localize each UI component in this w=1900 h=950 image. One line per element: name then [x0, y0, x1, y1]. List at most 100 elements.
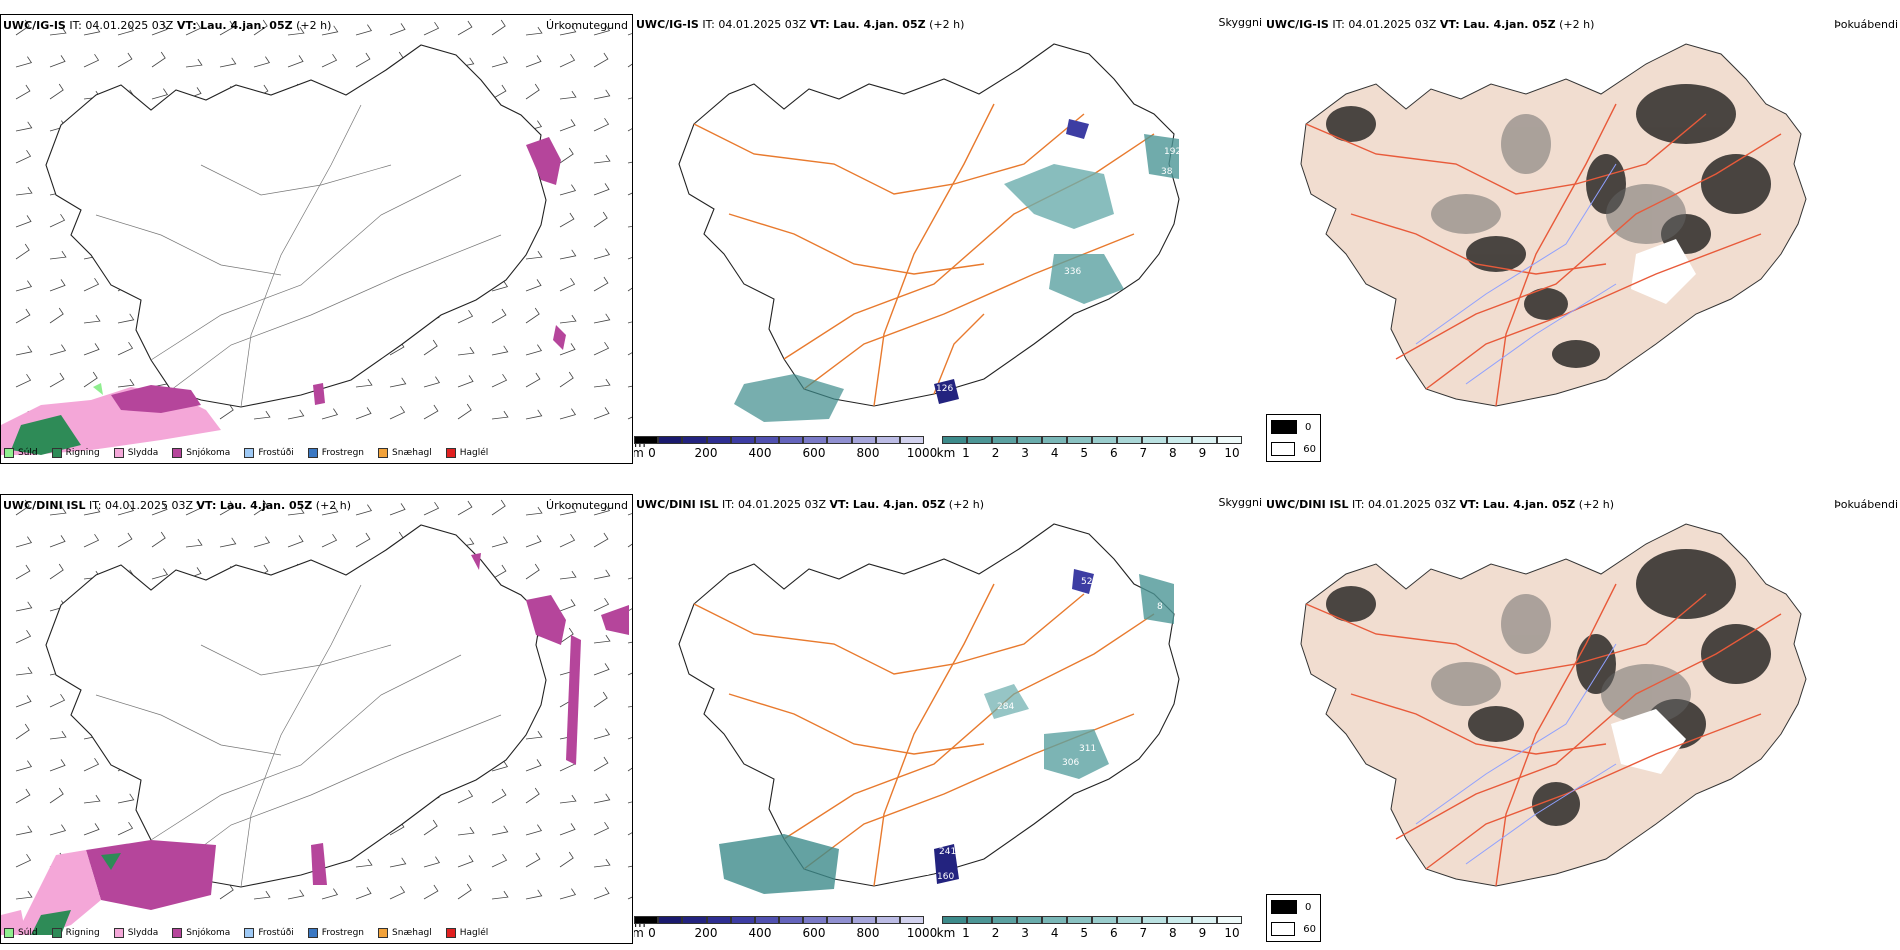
wind-barb — [185, 21, 202, 36]
wind-barb — [593, 89, 611, 100]
legend-item-6: Snæhagl — [378, 928, 432, 938]
wind-barb — [559, 249, 577, 260]
colorbar-tick: 600 — [802, 926, 826, 940]
wind-barb — [525, 55, 542, 68]
legend-label: Haglél — [459, 928, 489, 938]
colorbar-segment — [658, 916, 683, 924]
colorbar-segment — [899, 436, 925, 444]
wind-barb — [559, 25, 577, 36]
colorbar-tick: 5 — [1080, 926, 1089, 940]
wind-barb — [185, 501, 202, 516]
colorbar-segment — [779, 436, 804, 444]
colorbar-segment — [1042, 436, 1067, 444]
wind-barb — [15, 19, 30, 36]
legend-swatch — [307, 448, 318, 458]
wind-barb — [627, 543, 632, 548]
wind-barb — [457, 883, 472, 900]
wind-barb — [559, 599, 576, 612]
wind-barb — [457, 20, 473, 36]
ceiling-label-bottom-8: 160 — [937, 872, 954, 882]
wind-barb — [491, 308, 507, 324]
wind-barb — [423, 856, 441, 868]
colorbar-tick: 600 — [802, 446, 826, 460]
wind-barb — [15, 186, 33, 196]
wind-barb — [525, 889, 543, 900]
colorbar-segment — [1017, 916, 1042, 924]
wind-barb — [491, 499, 506, 516]
colorbar-segment — [803, 436, 828, 444]
colorbar-tick: 6 — [1109, 446, 1118, 460]
wind-barb — [525, 506, 543, 516]
wind-barb — [321, 408, 339, 420]
wind-barb — [15, 84, 31, 100]
colorbar-tick: 400 — [748, 926, 772, 940]
legend-item-5: Frostregn — [307, 928, 365, 938]
wind-barb — [559, 505, 577, 516]
wind-barb — [593, 793, 611, 804]
wind-barb — [559, 277, 576, 292]
colorbar-unit: m — [634, 446, 644, 460]
wind-barb — [559, 314, 577, 324]
wind-barb — [219, 500, 235, 516]
wind-barb — [627, 865, 632, 868]
wind-barb — [491, 84, 507, 100]
legend-item-6: Snæhagl — [378, 448, 432, 458]
wind-barb — [15, 629, 32, 644]
wind-barb — [627, 706, 632, 708]
precip-panel-top: UWC/IG-IS IT: 04.01.2025 03Z VT: Lau. 4.… — [0, 14, 633, 464]
wind-barb — [117, 504, 135, 516]
wind-barb — [423, 339, 438, 356]
wind-barb — [219, 883, 234, 900]
wind-barb — [389, 405, 406, 420]
wind-barb — [151, 51, 166, 68]
legend-swatch — [51, 928, 62, 938]
colorbar-segment — [754, 436, 780, 444]
wind-barb — [151, 23, 168, 36]
colorbar-tick: 800 — [856, 446, 880, 460]
ceiling-panel-bottom: 52 8 284 311 306 241 143 160 UWC/DINI IS… — [634, 494, 1264, 944]
wind-barb — [321, 533, 338, 548]
colorbar-segment — [942, 436, 967, 444]
colorbar-tick: 800 — [856, 926, 880, 940]
colorbar-segment — [1192, 916, 1217, 924]
wind-barb — [627, 513, 632, 516]
wind-barb — [49, 535, 66, 548]
wind-barb — [15, 825, 33, 836]
wind-barb — [219, 403, 234, 420]
wind-barb — [253, 890, 271, 900]
legend-item-4: Frostúði — [244, 928, 294, 938]
ceiling-label-top-4: 126 — [936, 384, 953, 394]
precip-legend-top: Súld Rigning Slydda Snjókoma Frostúði Frostre… — [4, 448, 488, 458]
wind-barb — [49, 55, 66, 68]
colorbar-unit: km — [936, 446, 956, 460]
colorbar-tick: 1000 — [906, 446, 938, 460]
wind-barb — [83, 823, 100, 836]
colorbar-segment — [827, 916, 852, 924]
wind-barb — [559, 533, 576, 548]
wind-barb — [593, 663, 610, 676]
wind-barb — [525, 307, 540, 324]
wind-barb — [83, 757, 100, 772]
wind-barb — [593, 378, 611, 388]
wind-barb — [355, 52, 371, 68]
wind-barb — [627, 161, 632, 164]
ceiling-label-top-1: 192 — [1164, 147, 1181, 157]
legend-item-2: Slydda — [113, 448, 158, 458]
wind-barb — [15, 666, 33, 676]
wind-barb — [15, 788, 31, 804]
legend-label: Snæhagl — [392, 928, 432, 938]
colorbar-segment — [1092, 436, 1117, 444]
colorbar-segment — [706, 436, 731, 444]
wind-barb — [287, 26, 305, 36]
legend-item-0: Súld — [4, 448, 38, 458]
wind-barb — [627, 97, 632, 100]
wind-barb — [525, 83, 540, 100]
wind-barb — [491, 760, 509, 772]
legend-label: Frostregn — [321, 928, 365, 938]
fog-title-bottom: Þokuábendi — [1834, 498, 1898, 511]
ceiling-label-bottom-1: 52 — [1081, 577, 1092, 587]
wind-barb — [559, 90, 577, 100]
colorbar-segment — [1117, 916, 1142, 924]
ceiling-title-bottom: Skyggni — [1218, 496, 1262, 509]
colorbar-segment — [682, 436, 707, 444]
